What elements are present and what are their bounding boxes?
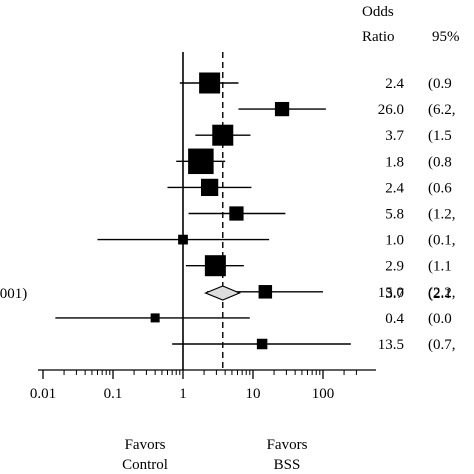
- odds-ratio-label: 2.9: [385, 259, 404, 275]
- ci-label: (2.2,: [428, 285, 456, 301]
- ci-header: 95%: [432, 29, 460, 45]
- study-row: [238, 101, 326, 117]
- favors-bss-line2: BSS: [274, 457, 301, 473]
- row-labels: 2.4 (0.9 26.0 (6.2, 3.7 (1.5 1.8 (0.8 2.4 (0.6 5.8…: [0, 76, 456, 353]
- favors-control-line2: Control: [122, 457, 168, 473]
- point-estimate: [178, 234, 188, 245]
- x-tick-label: 100: [312, 386, 335, 402]
- odds-ratio-label: 13.5: [378, 337, 404, 353]
- study-row: [185, 255, 244, 277]
- point-estimate: [274, 101, 290, 117]
- x-tick-label: 1: [179, 386, 187, 402]
- point-estimate: [256, 338, 268, 350]
- ci-label: (1.5: [428, 128, 452, 144]
- x-tick-label: 10: [246, 386, 261, 402]
- x-tick-label: 0.1: [104, 386, 123, 402]
- odds-ratio-label: 2.4: [385, 180, 404, 196]
- odds-ratio-label: 1.0: [385, 233, 404, 249]
- ci-label: (0.8: [428, 154, 452, 170]
- ci-label: (0.7,: [428, 337, 456, 353]
- point-estimate: [200, 178, 219, 197]
- study-row: [176, 148, 226, 175]
- column-headers: Odds Ratio 95%: [362, 4, 460, 45]
- ci-label: (1.2,: [428, 207, 456, 223]
- favors-labels: Favors Control Favors BSS: [122, 437, 307, 473]
- odds-header-line2: Ratio: [362, 29, 395, 45]
- study-row: [188, 206, 286, 221]
- x-axis: 0.01 0.1 1 10 100: [30, 369, 376, 402]
- ci-label: (1.1: [428, 259, 452, 275]
- ci-label: (0.6: [428, 180, 452, 196]
- ci-label: (0.9: [428, 76, 452, 92]
- ci-label: (0.1,: [428, 233, 456, 249]
- study-row: [172, 338, 351, 350]
- odds-ratio-label: 15.0: [378, 285, 404, 301]
- point-estimate: [199, 72, 221, 94]
- odds-ratio-label: 26.0: [378, 102, 404, 118]
- ci-label: (0.0: [428, 311, 452, 327]
- point-estimate: [229, 206, 244, 221]
- point-estimate: [258, 285, 273, 299]
- point-estimate: [150, 313, 160, 323]
- odds-ratio-label: 0.4: [385, 311, 404, 327]
- favors-control-line1: Favors: [125, 437, 166, 453]
- point-estimate: [212, 124, 234, 146]
- odds-ratio-label: 1.8: [385, 154, 404, 170]
- study-rows: [55, 72, 351, 350]
- study-row: [195, 124, 251, 146]
- odds-ratio-label: 2.4: [385, 76, 404, 92]
- odds-header-line1: Odds: [362, 4, 394, 20]
- reference-lines: [182, 52, 224, 370]
- favors-bss-line1: Favors: [267, 437, 308, 453]
- point-estimate: [204, 255, 226, 277]
- x-tick-label: 0.01: [30, 386, 56, 402]
- study-row: [167, 178, 252, 197]
- odds-ratio-label: 5.8: [385, 207, 404, 223]
- study-row: [55, 313, 250, 323]
- pooled-p-label: .001): [0, 286, 27, 302]
- study-row: [97, 234, 270, 245]
- study-row: [179, 72, 239, 94]
- pooled-diamond: [203, 285, 241, 301]
- pooled-odds-ratio-label: 3.7: [385, 286, 404, 302]
- pooled-row: [203, 285, 241, 301]
- pooled-ci-label: (2.1: [428, 286, 452, 302]
- point-estimate: [188, 148, 214, 175]
- odds-ratio-label: 3.7: [385, 128, 404, 144]
- ci-label: (6.2,: [428, 102, 456, 118]
